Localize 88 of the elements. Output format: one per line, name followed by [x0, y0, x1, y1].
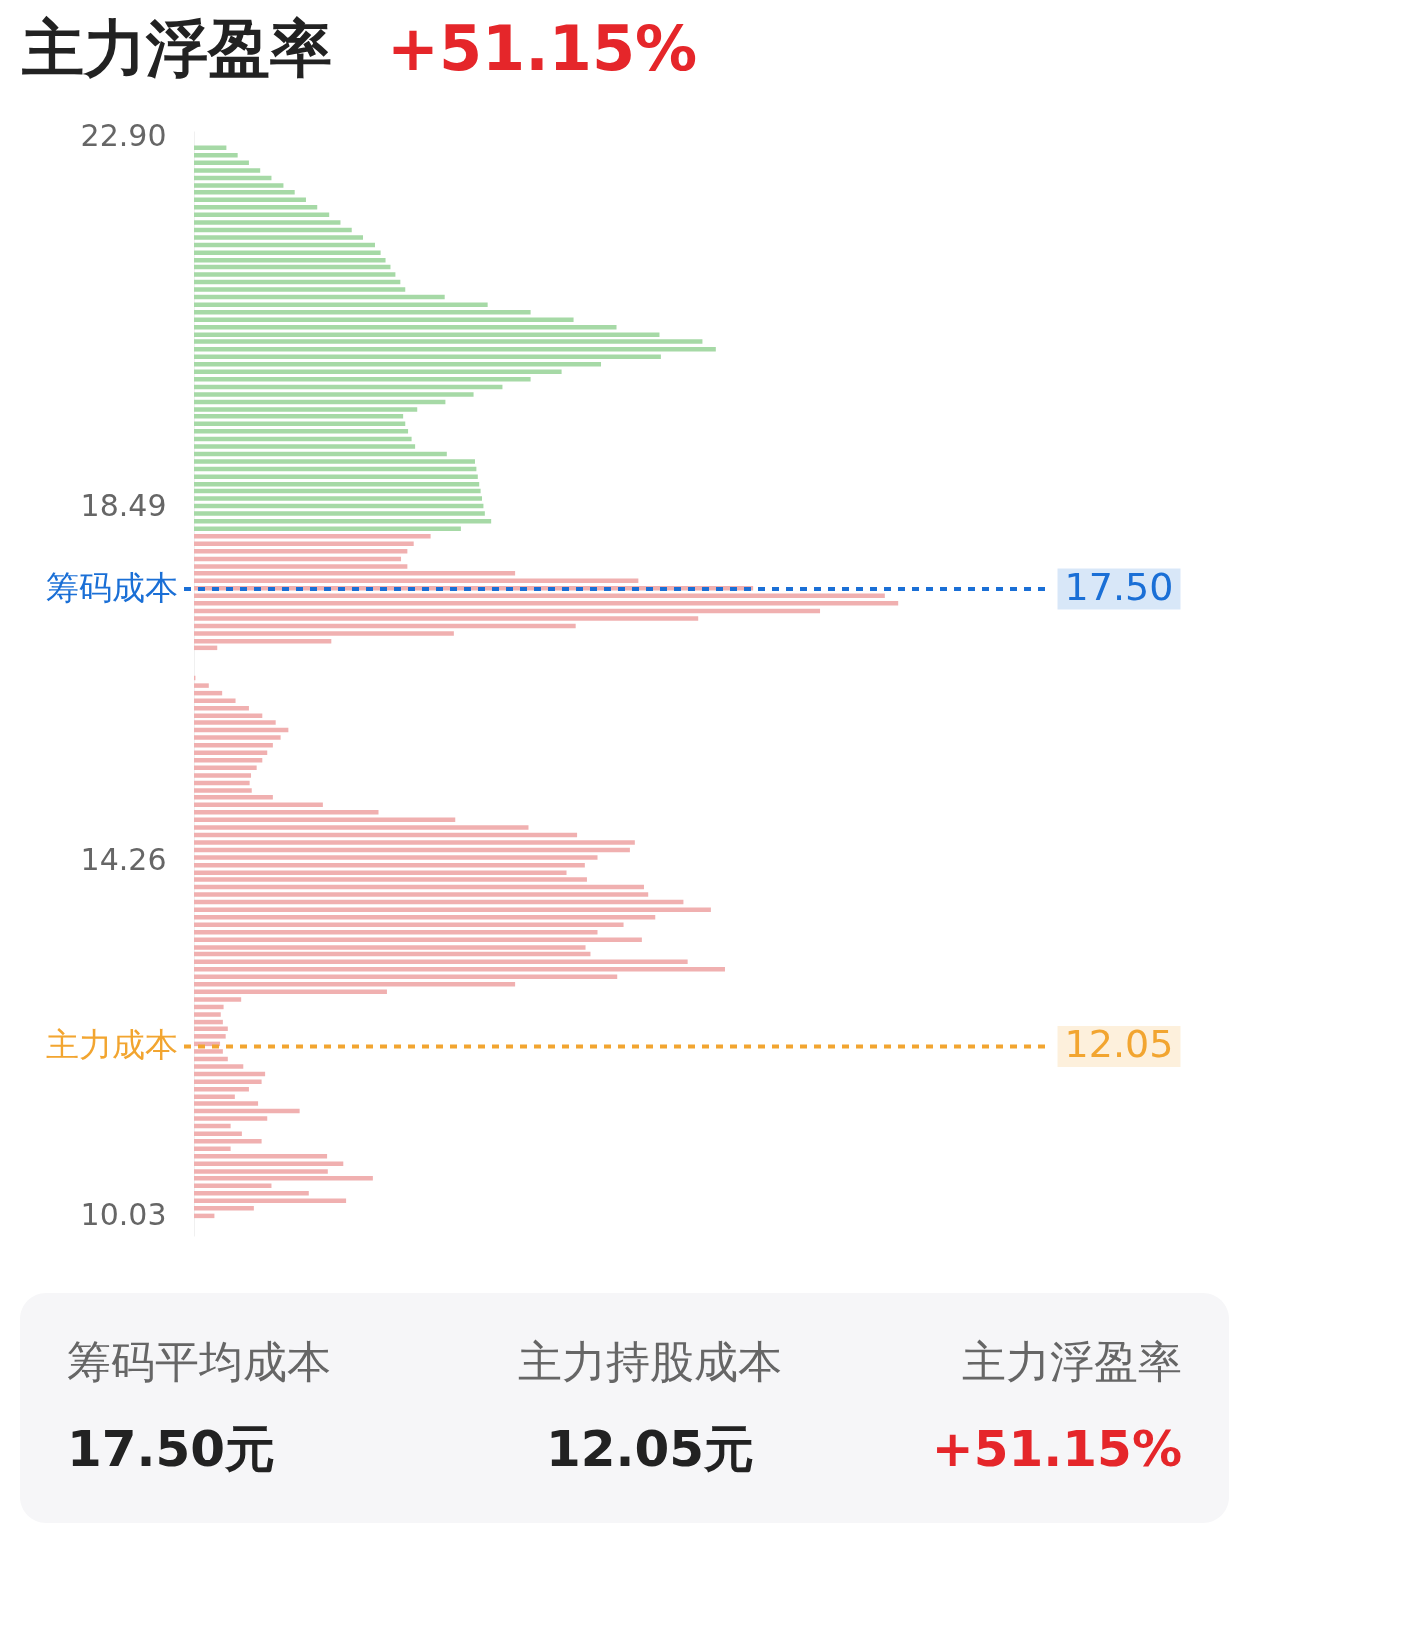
bar — [194, 1094, 235, 1099]
bar — [194, 855, 598, 860]
bar — [194, 272, 396, 277]
text: 主力持股成本 — [518, 1336, 782, 1387]
y-tick-label: 18.49 — [80, 487, 167, 523]
bar — [194, 735, 281, 740]
bar — [194, 1169, 328, 1174]
bar — [194, 750, 268, 755]
bar — [194, 474, 478, 479]
y-tick-label: 14.26 — [80, 842, 167, 878]
bar — [194, 250, 381, 255]
bar — [194, 377, 531, 382]
bar — [194, 145, 227, 150]
bar — [194, 616, 699, 621]
bar — [194, 205, 318, 210]
bar — [194, 287, 406, 292]
bar — [194, 802, 323, 807]
text: 17.50元 — [67, 1420, 276, 1478]
text: 12.05元 — [545, 1420, 755, 1478]
bar — [194, 168, 261, 173]
bar — [194, 459, 475, 464]
bar — [194, 1004, 224, 1010]
bar — [194, 496, 483, 501]
bar — [194, 1206, 254, 1211]
bar — [194, 1146, 231, 1152]
bar — [194, 1101, 259, 1106]
bar — [194, 825, 529, 830]
bar — [194, 810, 379, 815]
text: 12.05 — [1064, 1022, 1174, 1067]
bar — [194, 930, 598, 935]
bar — [194, 564, 408, 569]
y-tick-label: 22.90 — [80, 117, 167, 153]
bar — [194, 1131, 242, 1136]
text: 主力浮盈率 — [962, 1336, 1182, 1387]
bar — [194, 1116, 268, 1121]
bar — [194, 526, 461, 531]
ref-line-label: 筹码成本 — [46, 568, 178, 608]
bar — [194, 959, 688, 964]
bar — [194, 758, 263, 763]
bar — [194, 414, 404, 419]
bar — [194, 235, 364, 240]
bar — [194, 683, 209, 688]
bar — [194, 302, 488, 307]
bar — [194, 407, 418, 412]
bar — [194, 354, 661, 359]
bar — [194, 220, 341, 225]
bar — [194, 788, 252, 793]
bar — [194, 578, 639, 583]
y-tick-label: 10.03 — [80, 1197, 167, 1233]
chart-subtitle: +51.15% — [387, 12, 698, 85]
bar — [194, 549, 408, 554]
bar — [194, 1183, 272, 1188]
bar — [194, 325, 617, 330]
bar — [194, 339, 703, 344]
bar — [194, 1012, 221, 1017]
bar — [194, 922, 624, 927]
bar — [194, 631, 454, 636]
chart-title: 主力浮盈率 — [21, 12, 332, 85]
bar — [194, 153, 238, 158]
bar — [194, 982, 516, 987]
bar — [194, 907, 711, 912]
bar — [194, 877, 587, 882]
text: 17.50 — [1064, 565, 1174, 610]
bar — [194, 444, 416, 449]
bar — [194, 870, 567, 875]
bar — [194, 1123, 231, 1129]
bar — [194, 997, 242, 1002]
bar — [194, 1034, 226, 1039]
bar — [194, 945, 586, 950]
text: +51.15% — [931, 1420, 1182, 1478]
ref-line-label: 主力成本 — [46, 1025, 178, 1065]
bar — [194, 1154, 328, 1159]
bar — [194, 720, 276, 725]
bar — [194, 601, 899, 606]
bar — [194, 392, 474, 397]
bar — [194, 1049, 223, 1054]
bar — [194, 840, 635, 845]
text: 筹码平均成本 — [67, 1336, 331, 1387]
bar — [194, 511, 485, 516]
bar — [194, 698, 236, 703]
bar — [194, 183, 284, 188]
bar — [194, 1064, 244, 1069]
bar — [194, 429, 409, 434]
bar — [194, 1079, 262, 1084]
bar — [194, 780, 250, 786]
bar — [194, 773, 252, 778]
bar — [194, 892, 649, 897]
bar — [194, 706, 249, 711]
